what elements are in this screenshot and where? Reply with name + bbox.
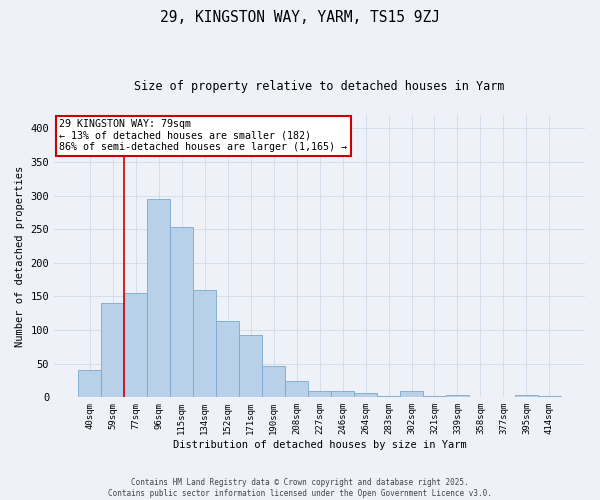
Bar xyxy=(262,366,285,398)
Bar xyxy=(469,396,492,398)
Bar xyxy=(239,335,262,398)
X-axis label: Distribution of detached houses by size in Yarm: Distribution of detached houses by size … xyxy=(173,440,466,450)
Bar xyxy=(377,396,400,398)
Bar xyxy=(308,390,331,398)
Bar xyxy=(147,199,170,398)
Text: 29, KINGSTON WAY, YARM, TS15 9ZJ: 29, KINGSTON WAY, YARM, TS15 9ZJ xyxy=(160,10,440,25)
Text: 29 KINGSTON WAY: 79sqm
← 13% of detached houses are smaller (182)
86% of semi-de: 29 KINGSTON WAY: 79sqm ← 13% of detached… xyxy=(59,119,347,152)
Bar xyxy=(170,228,193,398)
Bar xyxy=(400,392,423,398)
Bar xyxy=(538,396,561,398)
Bar xyxy=(78,370,101,398)
Bar xyxy=(446,396,469,398)
Bar xyxy=(423,396,446,398)
Bar xyxy=(216,322,239,398)
Bar xyxy=(492,396,515,398)
Bar xyxy=(354,392,377,398)
Bar xyxy=(124,293,147,398)
Bar xyxy=(515,396,538,398)
Bar xyxy=(101,303,124,398)
Bar xyxy=(193,290,216,398)
Bar xyxy=(331,390,354,398)
Y-axis label: Number of detached properties: Number of detached properties xyxy=(15,166,25,347)
Text: Contains HM Land Registry data © Crown copyright and database right 2025.
Contai: Contains HM Land Registry data © Crown c… xyxy=(108,478,492,498)
Title: Size of property relative to detached houses in Yarm: Size of property relative to detached ho… xyxy=(134,80,505,93)
Bar xyxy=(285,381,308,398)
